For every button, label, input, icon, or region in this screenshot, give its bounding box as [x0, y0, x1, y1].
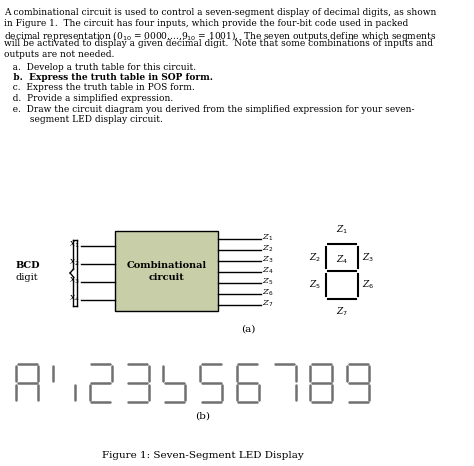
Text: b.  Express the truth table in SOP form.: b. Express the truth table in SOP form. — [4, 73, 213, 82]
Text: x$_3$: x$_3$ — [69, 276, 80, 286]
Text: x$_1$: x$_1$ — [69, 240, 80, 250]
Text: decimal representation (0$_{10}$ = 0000,...,9$_{10}$ = 1001).  The seven outputs: decimal representation (0$_{10}$ = 0000,… — [4, 29, 437, 43]
Text: Z$_4$: Z$_4$ — [336, 254, 348, 266]
Text: A combinational circuit is used to control a seven-segment display of decimal di: A combinational circuit is used to contr… — [4, 8, 437, 17]
Text: Z$_1$: Z$_1$ — [336, 224, 348, 237]
Text: Z$_6$: Z$_6$ — [362, 279, 374, 291]
Text: will be activated to display a given decimal digit.  Note that some combinations: will be activated to display a given dec… — [4, 40, 433, 48]
FancyBboxPatch shape — [115, 231, 218, 311]
Text: Z$_7$: Z$_7$ — [263, 299, 274, 309]
Text: (a): (a) — [241, 324, 255, 334]
Text: Z$_3$: Z$_3$ — [362, 251, 374, 263]
Text: Combinational: Combinational — [127, 261, 207, 270]
Text: Z$_1$: Z$_1$ — [263, 233, 273, 243]
Text: Z$_5$: Z$_5$ — [310, 279, 321, 291]
Text: Z$_2$: Z$_2$ — [263, 244, 273, 254]
Text: Z$_6$: Z$_6$ — [263, 288, 274, 298]
Text: x$_2$: x$_2$ — [69, 258, 80, 268]
Text: Figure 1: Seven-Segment LED Display: Figure 1: Seven-Segment LED Display — [102, 452, 303, 460]
Text: in Figure 1.  The circuit has four inputs, which provide the four-bit code used : in Figure 1. The circuit has four inputs… — [4, 19, 409, 27]
Text: (b): (b) — [195, 411, 210, 420]
Text: Z$_7$: Z$_7$ — [336, 306, 348, 318]
Text: outputs are not needed.: outputs are not needed. — [4, 50, 115, 59]
Text: c.  Express the truth table in POS form.: c. Express the truth table in POS form. — [4, 83, 195, 92]
Text: circuit: circuit — [149, 274, 184, 282]
Text: segment LED display circuit.: segment LED display circuit. — [4, 115, 163, 124]
Text: x$_4$: x$_4$ — [69, 294, 80, 304]
Text: Z$_2$: Z$_2$ — [310, 251, 321, 263]
Text: BCD: BCD — [15, 260, 40, 269]
Text: d.  Provide a simplified expression.: d. Provide a simplified expression. — [4, 94, 173, 103]
Text: e.  Draw the circuit diagram you derived from the simplified expression for your: e. Draw the circuit diagram you derived … — [4, 104, 415, 114]
Text: Z$_4$: Z$_4$ — [263, 266, 274, 276]
Text: Z$_5$: Z$_5$ — [263, 277, 273, 287]
Text: Z$_3$: Z$_3$ — [263, 255, 274, 265]
Text: a.  Develop a truth table for this circuit.: a. Develop a truth table for this circui… — [4, 62, 196, 71]
Text: digit: digit — [15, 273, 38, 281]
